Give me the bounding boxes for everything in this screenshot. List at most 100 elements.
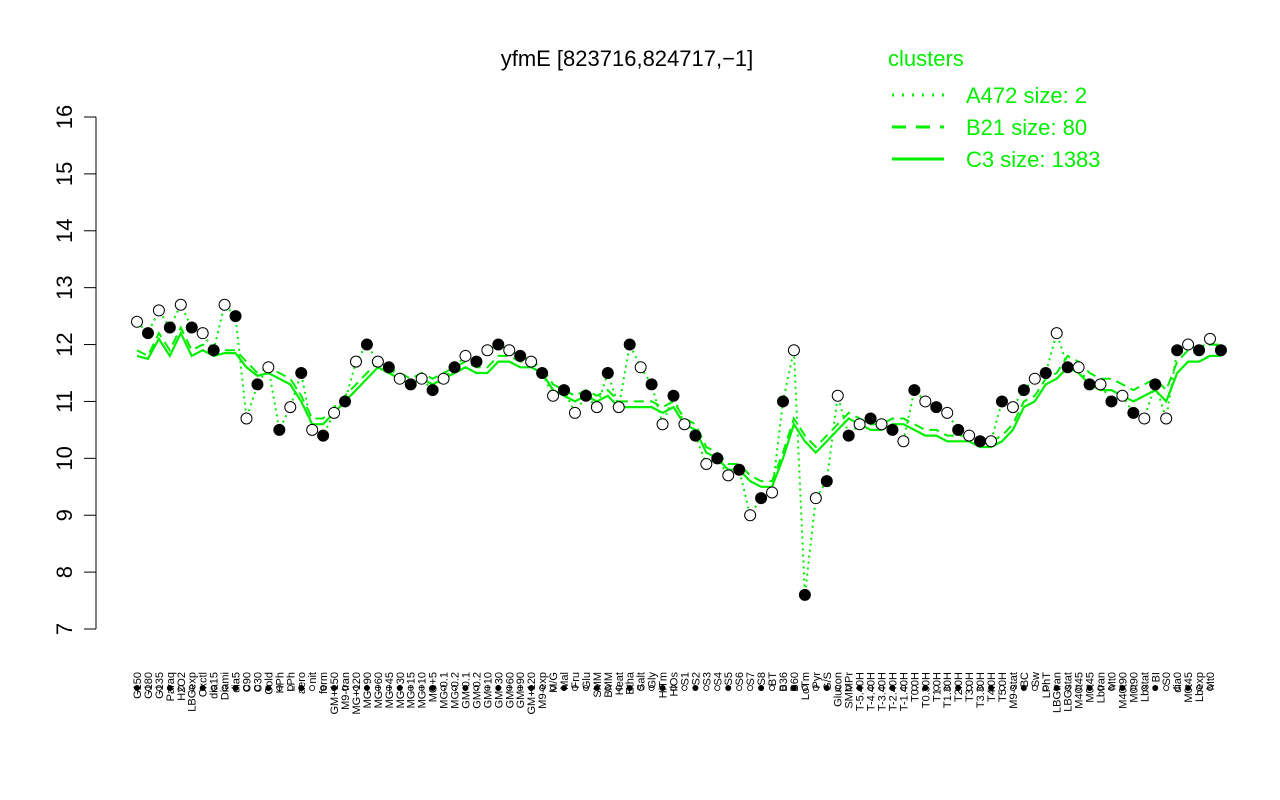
data-point xyxy=(328,406,341,419)
x-marker xyxy=(856,685,863,692)
x-marker xyxy=(1020,685,1027,692)
x-marker xyxy=(823,685,830,692)
data-point xyxy=(1171,344,1184,357)
data-point xyxy=(722,469,735,482)
x-marker xyxy=(166,685,173,692)
data-point xyxy=(371,355,384,368)
x-tick-label: LPhT xyxy=(1041,672,1053,699)
x-tick-label: GM+60 xyxy=(504,672,516,708)
x-tick-label: T3.0H xyxy=(964,672,976,702)
data-point xyxy=(1105,395,1118,408)
x-tick-label: G135 xyxy=(154,672,166,699)
data-point xyxy=(492,338,505,351)
legend: clusters A472 size: 2 B21 size: 80 C3 size… xyxy=(888,46,1101,172)
data-point xyxy=(426,384,439,397)
x-tick-label: BI xyxy=(1150,672,1162,682)
data-point xyxy=(766,486,779,499)
x-tick-label: dia15 xyxy=(209,672,221,699)
x-marker xyxy=(484,685,491,692)
x-tick-label: SMMPr xyxy=(844,672,856,709)
data-point xyxy=(1116,389,1129,402)
x-tick-label: MG+120 xyxy=(351,672,363,715)
x-tick-label: Glu xyxy=(581,672,593,689)
x-marker xyxy=(593,685,600,692)
data-point xyxy=(360,338,373,351)
x-tick-label: MG+60 xyxy=(373,672,385,708)
plot-lines xyxy=(136,302,1222,596)
x-tick-label: HiTm xyxy=(658,672,670,698)
x-tick-label: Gly xyxy=(647,672,659,689)
data-point xyxy=(985,435,998,448)
x-tick-label: MG+10 xyxy=(417,672,429,708)
x-tick-label: M/G xyxy=(548,672,560,693)
x-tick-label: T5.0H xyxy=(997,672,1009,702)
x-tick-label: M40t90 xyxy=(1117,672,1129,709)
x-marker xyxy=(1207,685,1214,692)
data-point xyxy=(141,327,154,340)
x-tick-label: H2O2 xyxy=(176,672,188,701)
x-marker xyxy=(977,685,984,692)
x-tick-label: LPh xyxy=(285,672,297,692)
data-point xyxy=(262,361,275,374)
x-tick-label: HPh xyxy=(274,672,286,693)
x-tick-label: M9-stat xyxy=(1008,672,1020,709)
x-tick-label: MG+90 xyxy=(362,672,374,708)
x-tick-label: C90 xyxy=(241,672,253,692)
data-point xyxy=(634,361,647,374)
x-tick-label: dia5 xyxy=(231,672,243,693)
y-tick-label: 14 xyxy=(52,219,77,243)
data-point xyxy=(218,298,231,311)
x-tick-label: GM+90 xyxy=(515,672,527,708)
x-marker xyxy=(1086,685,1093,692)
x-tick-label: C30 xyxy=(252,672,264,692)
x-marker xyxy=(571,685,578,692)
x-marker xyxy=(232,685,239,692)
x-marker xyxy=(790,685,797,692)
x-marker xyxy=(670,685,677,692)
x-marker xyxy=(561,685,568,692)
data-point xyxy=(733,463,746,476)
data-point xyxy=(886,423,899,436)
plot-points xyxy=(131,298,1227,601)
data-point xyxy=(612,401,625,414)
x-tick-label: GM-0.1 xyxy=(460,672,472,709)
x-marker xyxy=(878,685,885,692)
x-marker xyxy=(944,685,951,692)
data-point xyxy=(1083,378,1096,391)
y-tick-label: 13 xyxy=(52,275,77,299)
x-tick-label: MG+45 xyxy=(384,672,396,708)
x-tick-label: S1 xyxy=(679,672,691,685)
x-tick-label: S2 xyxy=(690,672,702,685)
x-marker xyxy=(779,685,786,692)
x-marker xyxy=(1119,685,1126,692)
x-marker xyxy=(320,685,327,692)
data-point xyxy=(349,355,362,368)
data-point xyxy=(974,435,987,448)
data-point xyxy=(853,418,866,431)
x-marker xyxy=(155,685,162,692)
x-marker xyxy=(1152,685,1159,692)
data-point xyxy=(382,361,395,374)
data-point xyxy=(711,452,724,465)
x-marker xyxy=(210,685,217,692)
data-point xyxy=(645,378,658,391)
x-marker xyxy=(1075,685,1082,692)
x-tick-label: dia0 xyxy=(1172,672,1184,693)
x-tick-label: Glucon xyxy=(833,672,845,707)
x-tick-label: BT xyxy=(767,672,779,686)
x-marker xyxy=(703,685,710,692)
data-point xyxy=(514,349,527,362)
x-tick-label: Salt xyxy=(636,672,648,691)
x-marker xyxy=(506,685,513,692)
data-point xyxy=(656,418,669,431)
data-point xyxy=(963,429,976,442)
data-point xyxy=(689,429,702,442)
data-point xyxy=(163,321,176,334)
x-tick-label: BMM xyxy=(603,672,615,698)
x-tick-label: Cold xyxy=(263,672,275,695)
x-tick-label: MG+30 xyxy=(395,672,407,708)
x-marker xyxy=(1042,685,1049,692)
data-point xyxy=(536,367,549,379)
x-tick-label: T0.0H xyxy=(909,672,921,702)
series-line-solid xyxy=(136,330,1221,488)
